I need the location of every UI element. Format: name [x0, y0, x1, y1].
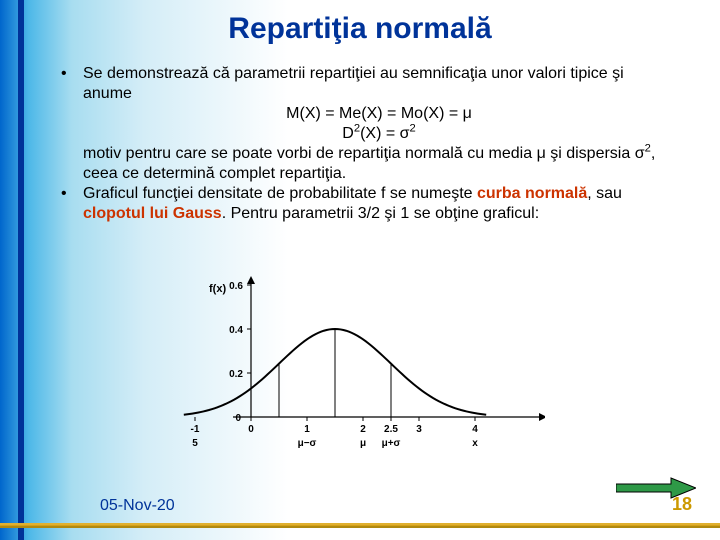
vertical-accent-bar	[18, 0, 24, 540]
footer-page-number: 18	[672, 494, 692, 515]
svg-text:f(x): f(x)	[209, 283, 226, 295]
svg-text:0: 0	[235, 413, 241, 424]
bullet-1-text: Se demonstrează că parametrii repartiţie…	[83, 65, 624, 102]
equation-1: M(X) = Me(X) = Mo(X) = μ	[83, 104, 675, 124]
svg-text:5: 5	[192, 438, 198, 449]
svg-text:2: 2	[360, 424, 366, 435]
svg-text:0.4: 0.4	[229, 325, 243, 336]
equation-2: D2(X) = σ2	[83, 124, 675, 144]
svg-text:0: 0	[248, 424, 254, 435]
svg-text:0.2: 0.2	[229, 369, 243, 380]
content-body: Se demonstrează că parametrii repartiţie…	[55, 64, 675, 224]
svg-text:3: 3	[416, 424, 422, 435]
svg-text:-1: -1	[191, 424, 200, 435]
svg-text:μ−σ: μ−σ	[298, 438, 317, 449]
slide: Repartiţia normală Se demonstrează că pa…	[0, 0, 720, 540]
bullet-2: Graficul funcţiei densitate de probabili…	[55, 184, 675, 224]
svg-text:1: 1	[304, 424, 310, 435]
normal-curve-chart: 0 0.2 0.4 0.6 -1 5 0 1 μ−σ 2 μ 2.5 μ+σ 3 4 x f(x)	[175, 262, 545, 462]
svg-text:2.5: 2.5	[384, 424, 398, 435]
svg-text:μ+σ: μ+σ	[382, 438, 401, 449]
bullet-1-tail: motiv pentru care se poate vorbi de repa…	[83, 145, 655, 182]
term-clopotul-gauss: clopotul lui Gauss	[83, 205, 222, 222]
footer-date: 05-Nov-20	[100, 497, 175, 515]
slide-title: Repartiţia normală	[0, 12, 720, 46]
svg-text:x: x	[472, 438, 478, 449]
svg-text:μ: μ	[360, 438, 366, 449]
term-curba-normala: curba normală	[477, 185, 587, 202]
svg-text:0.6: 0.6	[229, 281, 243, 292]
svg-text:4: 4	[472, 424, 478, 435]
bullet-1: Se demonstrează că parametrii repartiţie…	[55, 64, 675, 184]
horizontal-accent-bar	[0, 523, 720, 528]
